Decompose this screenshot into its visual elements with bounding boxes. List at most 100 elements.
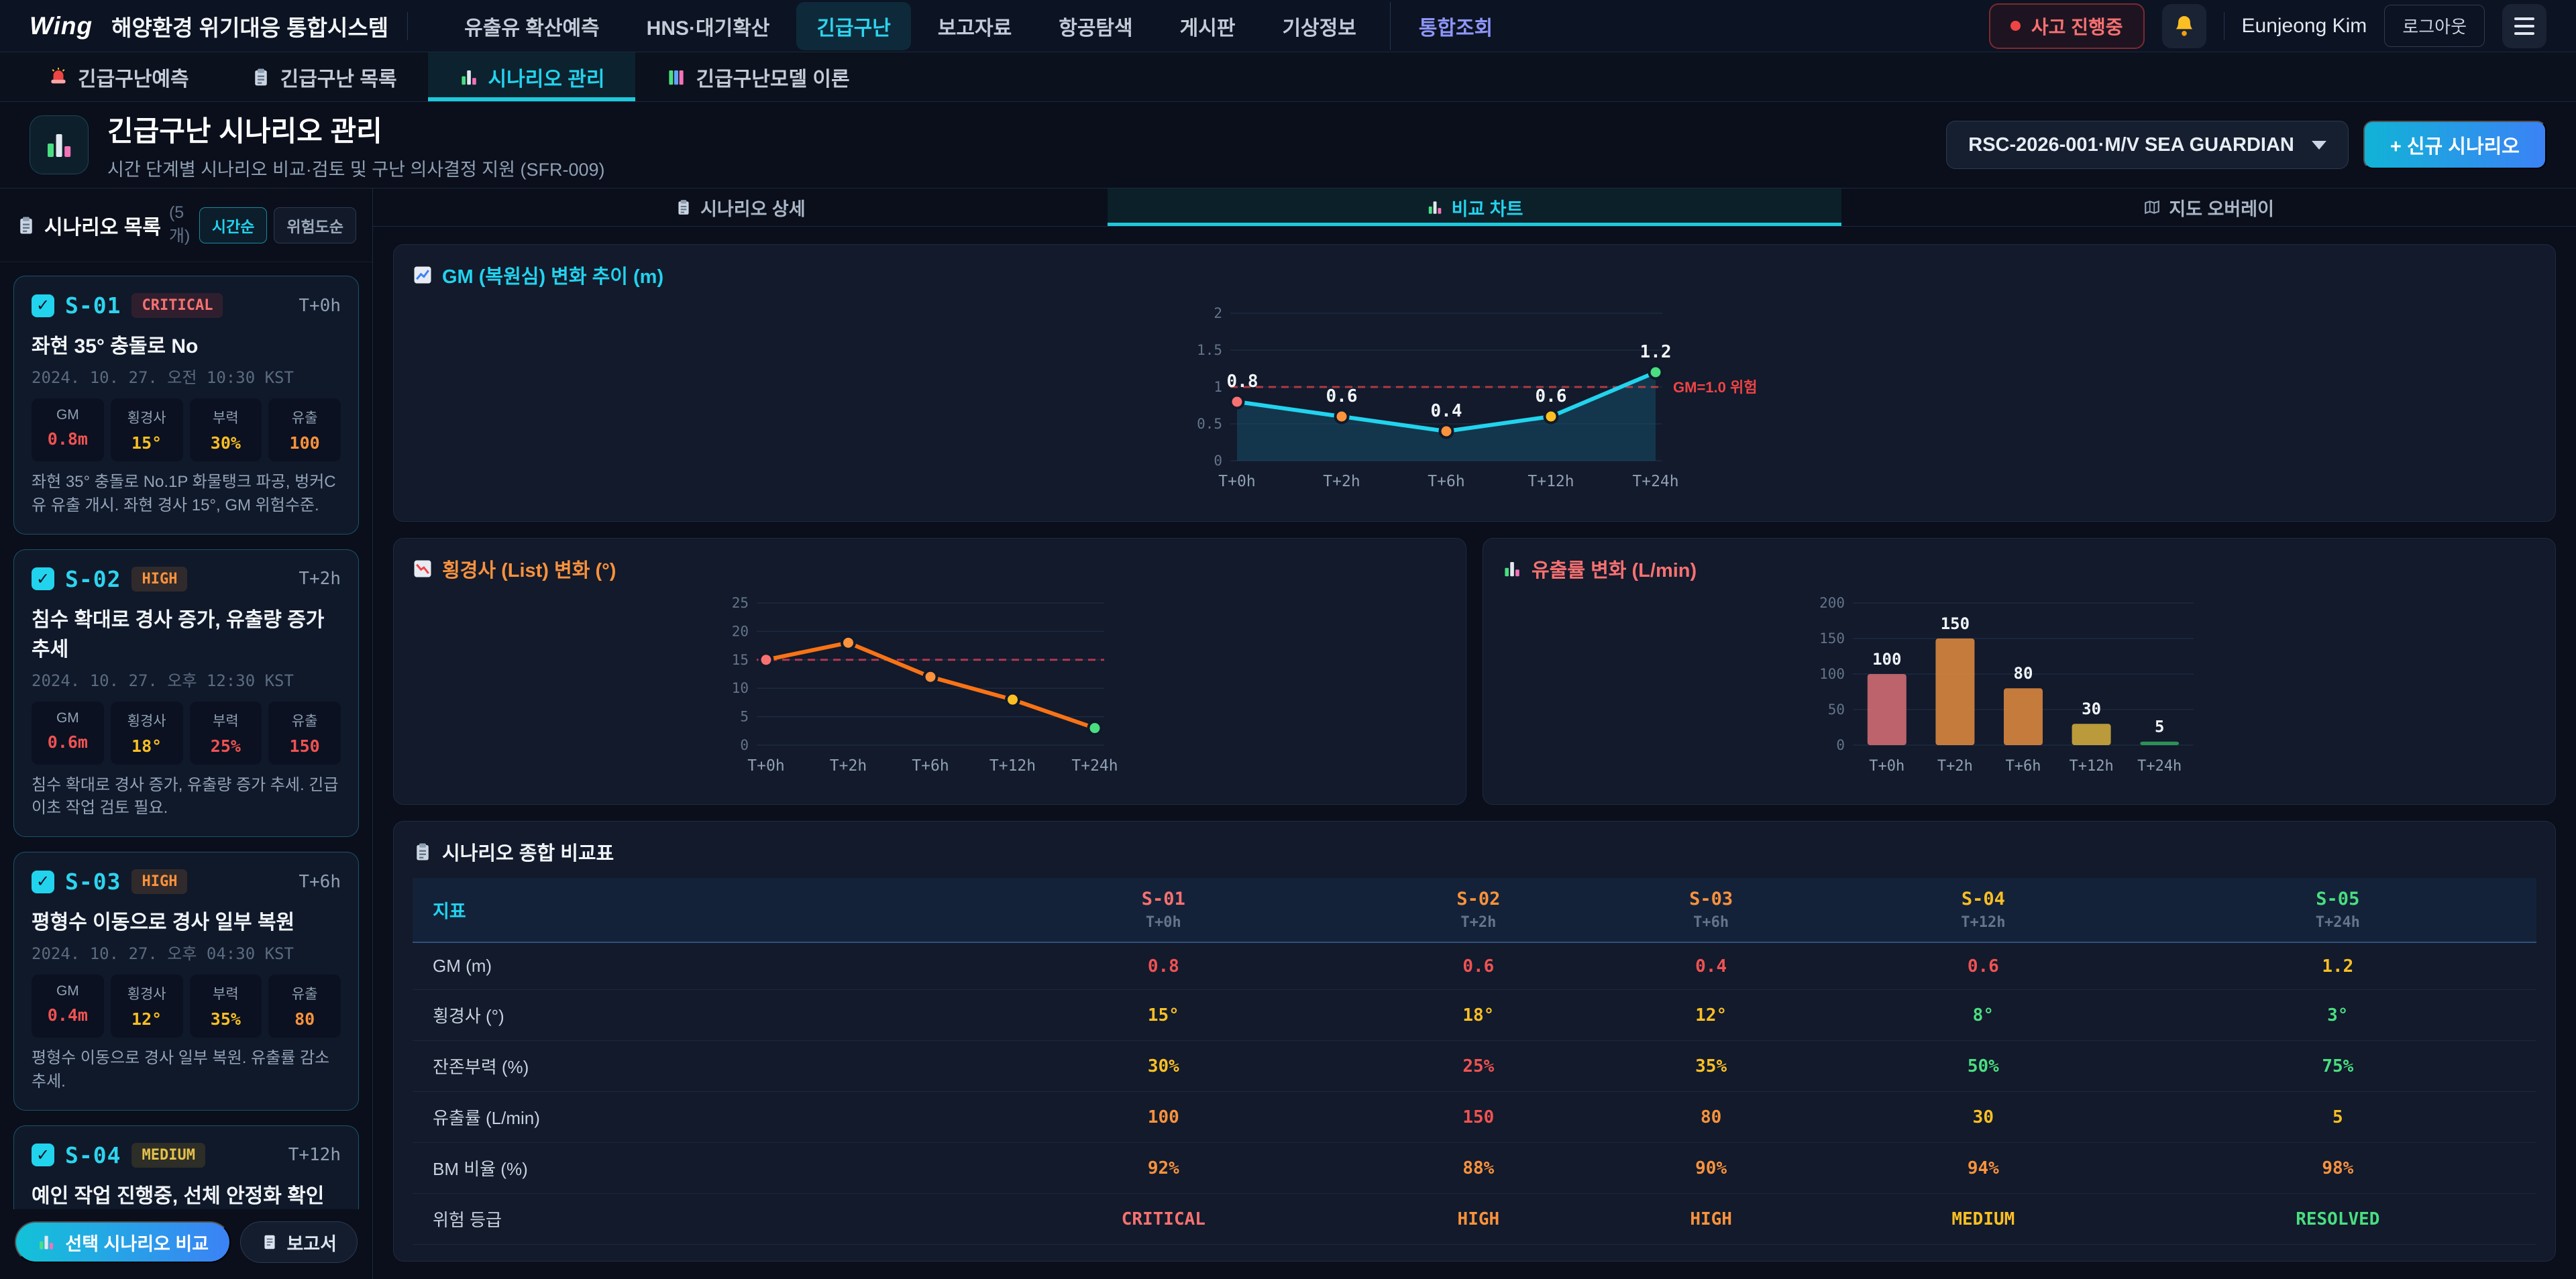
- svg-text:150: 150: [1941, 614, 1970, 633]
- svg-text:T+0h: T+0h: [1869, 758, 1904, 775]
- svg-text:10: 10: [732, 680, 749, 696]
- svg-text:T+12h: T+12h: [989, 757, 1036, 775]
- svg-text:T+24h: T+24h: [1071, 757, 1118, 775]
- scenario-checkbox[interactable]: ✓: [32, 294, 54, 317]
- scenario-title: 평형수 이동으로 경사 일부 복원: [32, 911, 295, 934]
- view-tab-2[interactable]: 비교 차트: [1107, 188, 1842, 226]
- metric-box: GM 0.8m: [32, 398, 104, 461]
- nav-item-3[interactable]: 긴급구난: [796, 1, 911, 50]
- metric-box: 부력 25%: [189, 701, 262, 765]
- scenario-description: 평형수 이동으로 경사 일부 복원. 유출률 감소 추세.: [32, 1049, 330, 1091]
- scenario-comparison-table: 지표 S-01 T+0h S-02 T+2h S-03 T+6h S-04 T+12h S-05 T…: [413, 878, 2536, 1245]
- scenario-time-offset: T+0h: [299, 295, 341, 316]
- scenario-checkbox[interactable]: ✓: [32, 870, 54, 893]
- clipboard-icon: [251, 67, 271, 87]
- notifications-button[interactable]: [2161, 3, 2206, 48]
- scenario-checkbox[interactable]: ✓: [32, 1144, 54, 1167]
- table-title: 시나리오 종합 비교표: [442, 843, 614, 865]
- table-cell: 100: [965, 1091, 1362, 1143]
- sub-tab-label: 시나리오 관리: [488, 68, 605, 91]
- metric-label: 부력: [213, 713, 239, 729]
- list-chart-title-row: 횡경사 (List) 변화 (°): [413, 555, 1447, 583]
- report-button[interactable]: 보고서: [240, 1221, 358, 1263]
- scenario-id: S-02: [65, 565, 121, 592]
- incident-select-value: RSC-2026-001·M/V SEA GUARDIAN: [1968, 133, 2294, 156]
- scenario-card-S-02[interactable]: ✓ S-02 HIGH T+2h 침수 확대로 경사 증가, 유출량 증가 추세 2024…: [13, 549, 359, 838]
- table-cell: 18°: [1362, 989, 1595, 1041]
- nav-item-7[interactable]: 기상정보: [1282, 17, 1356, 40]
- metric-label: GM: [56, 983, 79, 999]
- gm-trend-card: GM (복원심) 변화 추이 (m) 0 0.5 1 1.5 2 GM=1.0 위험 0.8…: [393, 244, 2556, 522]
- sort-by-risk-button[interactable]: 위험도순: [274, 207, 356, 243]
- sub-tab-2[interactable]: 긴급구난 목록: [220, 52, 428, 101]
- sub-tab-4[interactable]: 긴급구난모델 이론: [635, 52, 880, 101]
- table-header-S-03: S-03 T+6h: [1595, 878, 1827, 942]
- scenario-id: S-04: [65, 1142, 121, 1168]
- list-angle-chart: 0 5 10 15 20 25 T+0h T+2h T+6h T+12h T+24h: [732, 595, 1118, 775]
- metric-box: 횡경사 15°: [110, 398, 183, 461]
- scenario-card-header: ✓ S-04 MEDIUM T+12h: [32, 1142, 341, 1168]
- view-tab-1[interactable]: 시나리오 상세: [373, 188, 1108, 226]
- metric-label: 횡경사: [127, 713, 166, 729]
- nav-item-2[interactable]: HNS·대기확산: [646, 17, 770, 40]
- svg-text:1: 1: [1214, 379, 1222, 395]
- svg-text:T+12h: T+12h: [2069, 758, 2113, 775]
- risk-level-badge: HIGH: [131, 869, 188, 895]
- svg-text:20: 20: [732, 623, 749, 639]
- scenario-checkbox[interactable]: ✓: [32, 567, 54, 591]
- table-cell: CRITICAL: [965, 1193, 1362, 1245]
- table-cell: 150: [1362, 1091, 1595, 1143]
- table-cell: 0.4: [1595, 942, 1828, 990]
- table-title-row: 시나리오 종합 비교표: [413, 838, 2536, 866]
- scenario-card-S-03[interactable]: ✓ S-03 HIGH T+6h 평형수 이동으로 경사 일부 복원 2024. 10. …: [13, 852, 359, 1111]
- sort-by-time-button[interactable]: 시간순: [199, 207, 268, 243]
- metric-value: 0.8m: [47, 429, 88, 449]
- column-scenario-id: S-03: [1689, 889, 1733, 909]
- scenario-title: 예인 작업 진행중, 선체 안정화 확인: [32, 1184, 325, 1207]
- svg-text:GM=1.0 위험: GM=1.0 위험: [1673, 379, 1757, 396]
- menu-button[interactable]: [2502, 3, 2546, 48]
- svg-text:0: 0: [1836, 737, 1845, 753]
- sidebar-header: 시나리오 목록 (5개) 시간순 위험도순: [0, 188, 372, 262]
- nav-item-6[interactable]: 게시판: [1179, 17, 1236, 40]
- view-tab-label: 지도 오버레이: [2169, 199, 2274, 219]
- svg-text:T+0h: T+0h: [747, 757, 784, 775]
- chart-row: 횡경사 (List) 변화 (°) 0 5 10 15 20 25 T+0h T+2h T+6h…: [393, 538, 2556, 805]
- scenario-list: ✓ S-01 CRITICAL T+0h 좌현 35° 충돌로 No 2024. 10. …: [0, 262, 372, 1209]
- compare-scenarios-button[interactable]: 선택 시나리오 비교: [15, 1221, 231, 1263]
- nav-item-8[interactable]: 통합조회: [1389, 1, 1513, 50]
- logout-button[interactable]: 로그아웃: [2384, 5, 2485, 47]
- scenario-card-header: ✓ S-03 HIGH T+6h: [32, 869, 341, 895]
- table-cell: 50%: [1827, 1040, 2139, 1092]
- app-header: Wing 해양환경 위기대응 통합시스템 유출유 확산예측 HNS·대기확산 긴급구…: [0, 0, 2576, 52]
- charts-area: GM (복원심) 변화 추이 (m) 0 0.5 1 1.5 2 GM=1.0 위험 0.8…: [373, 227, 2576, 1279]
- table-row: 위험 등급 CRITICAL HIGH HIGH MEDIUM RESOLVED: [413, 1193, 2536, 1245]
- column-time-offset: T+2h: [1460, 914, 1497, 931]
- incident-select[interactable]: RSC-2026-001·M/V SEA GUARDIAN: [1946, 121, 2349, 169]
- new-scenario-button[interactable]: + 신규 시나리오: [2363, 121, 2546, 169]
- gm-trend-chart: 0 0.5 1 1.5 2 GM=1.0 위험 0.8 0.6 0.4 0.6 1.2 T+0h T+2…: [1197, 305, 1757, 490]
- table-cell: 5: [2139, 1091, 2536, 1143]
- metric-box: 부력 30%: [189, 398, 262, 461]
- svg-text:T+2h: T+2h: [1937, 758, 1973, 775]
- nav-item-1[interactable]: 유출유 확산예측: [464, 17, 600, 40]
- books-icon: [666, 67, 686, 87]
- metric-value: 18°: [131, 736, 162, 756]
- metric-label: GM: [56, 710, 79, 726]
- sub-tab-3[interactable]: 시나리오 관리: [427, 52, 636, 101]
- view-tab-3[interactable]: 지도 오버레이: [1841, 188, 2576, 226]
- nav-item-5[interactable]: 항공탐색: [1059, 17, 1133, 40]
- table-cell: 98%: [2139, 1142, 2536, 1194]
- metric-label: 유출: [291, 713, 318, 729]
- scenario-datetime: 2024. 10. 27. 오후 04:30 KST: [32, 944, 294, 964]
- column-time-offset: T+24h: [2315, 914, 2360, 931]
- sub-tab-1[interactable]: 긴급구난예측: [17, 52, 220, 101]
- svg-text:T+12h: T+12h: [1527, 473, 1574, 490]
- scenario-card-S-01[interactable]: ✓ S-01 CRITICAL T+0h 좌현 35° 충돌로 No 2024. 10. …: [13, 276, 359, 535]
- scenario-time-offset: T+12h: [288, 1145, 341, 1166]
- report-button-label: 보고서: [286, 1233, 337, 1254]
- svg-text:0: 0: [740, 737, 749, 753]
- metric-label: 횡경사: [127, 410, 166, 426]
- nav-item-4[interactable]: 보고자료: [937, 17, 1012, 40]
